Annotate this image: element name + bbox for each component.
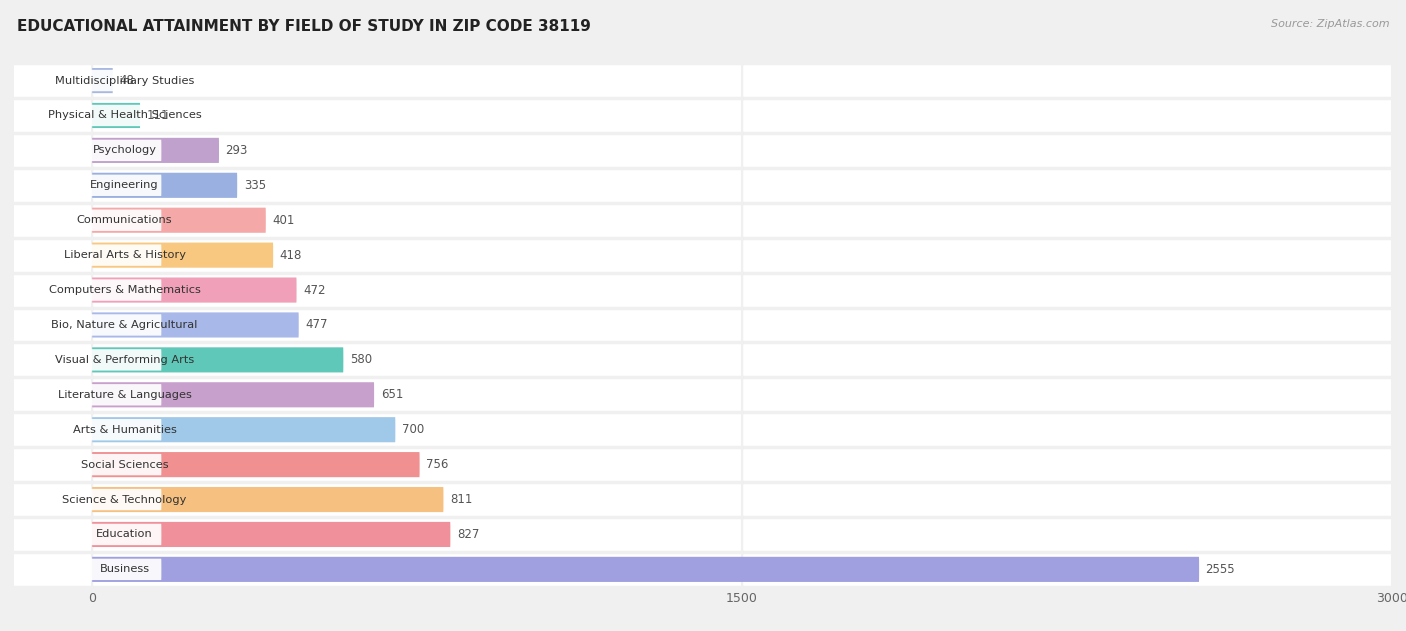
FancyBboxPatch shape [14,517,1392,552]
FancyBboxPatch shape [87,524,162,545]
FancyBboxPatch shape [14,98,1392,133]
Text: EDUCATIONAL ATTAINMENT BY FIELD OF STUDY IN ZIP CODE 38119: EDUCATIONAL ATTAINMENT BY FIELD OF STUDY… [17,19,591,34]
FancyBboxPatch shape [91,522,450,547]
Text: Literature & Languages: Literature & Languages [58,390,191,400]
FancyBboxPatch shape [91,557,1199,582]
Text: Psychology: Psychology [93,145,156,155]
FancyBboxPatch shape [14,412,1392,447]
FancyBboxPatch shape [91,347,343,372]
Text: 827: 827 [457,528,479,541]
FancyBboxPatch shape [91,242,273,268]
FancyBboxPatch shape [87,70,162,91]
Text: Liberal Arts & History: Liberal Arts & History [63,250,186,260]
FancyBboxPatch shape [87,105,162,126]
Text: Arts & Humanities: Arts & Humanities [73,425,177,435]
FancyBboxPatch shape [91,278,297,303]
Text: Multidisciplinary Studies: Multidisciplinary Studies [55,76,194,86]
FancyBboxPatch shape [91,487,443,512]
FancyBboxPatch shape [14,552,1392,587]
Text: 418: 418 [280,249,302,262]
FancyBboxPatch shape [14,482,1392,517]
Text: 580: 580 [350,353,373,367]
Text: Bio, Nature & Agricultural: Bio, Nature & Agricultural [52,320,198,330]
FancyBboxPatch shape [14,447,1392,482]
FancyBboxPatch shape [87,558,162,580]
Text: 293: 293 [225,144,247,157]
FancyBboxPatch shape [91,68,112,93]
FancyBboxPatch shape [14,133,1392,168]
FancyBboxPatch shape [87,244,162,266]
Text: Communications: Communications [77,215,173,225]
FancyBboxPatch shape [87,489,162,510]
Text: 335: 335 [243,179,266,192]
Text: Computers & Mathematics: Computers & Mathematics [49,285,201,295]
Text: 2555: 2555 [1205,563,1236,576]
FancyBboxPatch shape [91,208,266,233]
Text: Physical & Health Sciences: Physical & Health Sciences [48,110,201,121]
FancyBboxPatch shape [14,273,1392,307]
Text: Visual & Performing Arts: Visual & Performing Arts [55,355,194,365]
FancyBboxPatch shape [14,238,1392,273]
FancyBboxPatch shape [87,454,162,475]
FancyBboxPatch shape [87,314,162,336]
FancyBboxPatch shape [14,203,1392,238]
Text: 111: 111 [146,109,169,122]
FancyBboxPatch shape [87,175,162,196]
FancyBboxPatch shape [91,138,219,163]
Text: Engineering: Engineering [90,180,159,191]
Text: 472: 472 [304,283,326,297]
FancyBboxPatch shape [87,384,162,406]
Text: Education: Education [96,529,153,540]
Text: Source: ZipAtlas.com: Source: ZipAtlas.com [1271,19,1389,29]
FancyBboxPatch shape [91,452,419,477]
FancyBboxPatch shape [14,307,1392,343]
FancyBboxPatch shape [91,103,141,128]
FancyBboxPatch shape [91,382,374,408]
Text: Science & Technology: Science & Technology [62,495,187,505]
Text: 477: 477 [305,319,328,331]
Text: 48: 48 [120,74,134,87]
Text: 811: 811 [450,493,472,506]
Text: Social Sciences: Social Sciences [80,459,169,469]
Text: 700: 700 [402,423,425,436]
FancyBboxPatch shape [14,63,1392,98]
Text: Business: Business [100,564,149,574]
FancyBboxPatch shape [91,173,238,198]
FancyBboxPatch shape [14,377,1392,412]
FancyBboxPatch shape [87,280,162,301]
Text: 651: 651 [381,388,404,401]
FancyBboxPatch shape [14,168,1392,203]
FancyBboxPatch shape [87,209,162,231]
FancyBboxPatch shape [87,349,162,370]
FancyBboxPatch shape [87,139,162,161]
FancyBboxPatch shape [14,343,1392,377]
FancyBboxPatch shape [91,312,298,338]
Text: 756: 756 [426,458,449,471]
Text: 401: 401 [273,214,295,227]
FancyBboxPatch shape [91,417,395,442]
FancyBboxPatch shape [87,419,162,440]
